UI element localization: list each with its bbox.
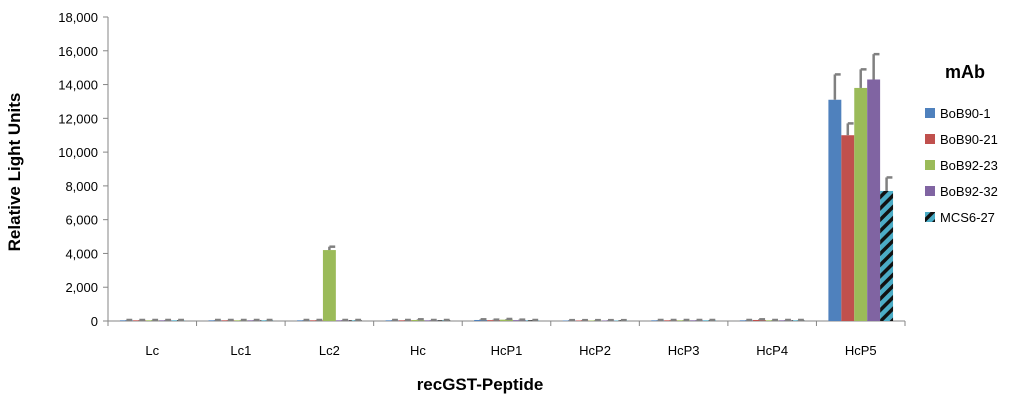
x-axis-title: recGST-Peptide — [417, 375, 544, 394]
bar — [828, 99, 842, 321]
y-tick-label: 8,000 — [65, 179, 98, 194]
legend-label: MCS6-27 — [940, 210, 995, 225]
x-axis: Lc Lc1 Lc2 Hc HcP1 HcP2 HcP3 HcP4 HcP5 — [107, 320, 906, 358]
y-tick-label: 16,000 — [58, 44, 98, 59]
legend-swatch — [925, 186, 935, 196]
bar — [424, 320, 438, 321]
bar — [297, 320, 310, 321]
legend-swatch — [925, 108, 935, 118]
y-tick-label: 6,000 — [65, 213, 98, 228]
x-category-label: Lc2 — [319, 343, 340, 358]
bar — [322, 250, 336, 321]
legend-label: BoB90-1 — [940, 106, 991, 121]
bar — [841, 135, 855, 321]
y-tick-label: 4,000 — [65, 246, 98, 261]
y-tick-label: 18,000 — [58, 10, 98, 25]
bar — [512, 320, 526, 321]
bar — [867, 79, 881, 321]
legend-label: BoB92-32 — [940, 184, 998, 199]
y-axis-title: Relative Light Units — [5, 93, 24, 252]
bar — [247, 320, 261, 321]
legend-swatch — [925, 212, 935, 222]
x-category-label: HcP3 — [668, 343, 700, 358]
legend: BoB90-1 BoB90-21 BoB92-23 BoB92-32 MCS6-27 — [925, 106, 998, 225]
bar — [487, 320, 501, 321]
legend-swatch — [925, 134, 935, 144]
x-category-label: HcP2 — [579, 343, 611, 358]
bar — [500, 319, 513, 321]
legend-label: BoB90-21 — [940, 132, 998, 147]
bar — [854, 87, 868, 321]
x-category-label: Lc1 — [230, 343, 251, 358]
legend-label: BoB92-23 — [940, 158, 998, 173]
x-category-label: HcP4 — [756, 343, 788, 358]
legend-title: mAb — [945, 62, 985, 82]
y-tick-label: 0 — [91, 314, 98, 329]
x-category-label: HcP5 — [845, 343, 877, 358]
y-tick-label: 14,000 — [58, 78, 98, 93]
y-axis: 0 2,000 4,000 6,000 8,000 10,000 12,000 14,000 1… — [58, 10, 109, 329]
x-category-label: HcP1 — [491, 343, 523, 358]
error-bars — [125, 52, 893, 322]
y-tick-label: 12,000 — [58, 111, 98, 126]
bar — [765, 320, 779, 321]
x-category-label: Hc — [410, 343, 426, 358]
y-tick-label: 2,000 — [65, 280, 98, 295]
legend-swatch — [925, 160, 935, 170]
bars — [119, 79, 894, 321]
y-tick-label: 10,000 — [58, 145, 98, 160]
bar — [260, 320, 274, 321]
bar — [880, 190, 894, 321]
x-category-label: Lc — [145, 343, 159, 358]
